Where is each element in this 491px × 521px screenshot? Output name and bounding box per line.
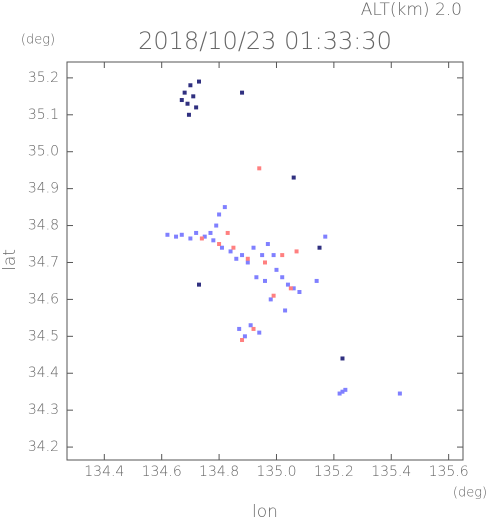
echo-point [265,242,270,247]
y-tick-label: 35.1 [28,107,59,123]
echo-point [263,278,267,283]
echo-point [179,98,184,103]
echo-point [245,256,250,261]
x-tick-label: 134.4 [84,464,124,480]
echo-point [283,308,288,313]
echo-point [274,267,279,272]
echo-point [197,282,201,287]
y-tick-label: 34.2 [28,439,59,455]
echo-point [186,112,191,117]
y-tick-label: 34.4 [28,365,59,381]
y-tick-label: 34.5 [28,328,59,344]
echo-point [197,79,201,84]
echo-point [217,242,222,247]
echo-point [340,389,345,394]
echo-point [340,356,345,361]
echo-point [294,249,299,254]
y-tick-label: 34.6 [28,291,59,307]
y-tick-label: 34.7 [28,254,59,270]
echo-point [237,326,242,331]
echo-point [251,245,256,250]
echo-point [297,290,302,295]
echo-point [191,94,196,99]
echo-point [288,286,293,291]
y-tick-label: 34.8 [28,218,59,234]
x-tick-label: 135.2 [314,464,354,480]
y-unit: (deg) [21,33,55,48]
echo-point [271,293,276,298]
echo-point [182,90,187,95]
y-axis-label: lat [0,249,20,271]
y-tick-label: 34.3 [28,402,59,418]
echo-point [314,278,319,283]
echo-point [194,230,199,235]
echo-point [188,83,193,88]
echo-point [343,387,348,392]
x-tick-label: 135.0 [256,464,296,480]
echo-point [211,238,216,243]
echo-point [188,236,193,241]
echo-point [291,286,296,291]
echo-point [222,205,227,210]
echo-point [254,275,259,280]
echo-point [257,166,262,171]
echo-point [199,236,204,241]
echo-point [240,90,245,95]
echo-point [202,234,207,239]
echo-point [214,223,219,228]
y-tick-label: 35.0 [28,144,59,160]
x-unit: (deg) [453,486,487,501]
echo-point [260,253,265,258]
echo-point [263,260,267,265]
echo-point [317,245,322,250]
echo-point [174,234,179,239]
echo-point [245,260,250,265]
x-axis-label: lon [252,502,278,521]
echo-point [208,230,213,235]
echo-point [251,326,256,331]
plot-frame [66,61,464,461]
echo-point [240,253,245,258]
echo-point [271,253,276,258]
echo-point [228,249,233,254]
x-tick-label: 134.8 [199,464,239,480]
y-tick-label: 35.2 [28,70,59,86]
x-tick-label: 135.6 [429,464,469,480]
echo-point [257,330,262,335]
x-tick-label: 135.4 [371,464,411,480]
chart-title: 2018/10/23 01:33:30 [138,27,392,55]
altitude-label: ALT(km) 2.0 [361,0,462,20]
y-tick-label: 34.9 [28,181,59,197]
echo-point [248,323,253,328]
echo-point [323,234,328,239]
echo-point [285,282,290,287]
echo-point [397,391,402,396]
echo-point [337,391,342,396]
echo-point [165,232,170,237]
echo-point [219,245,224,250]
echo-point [217,212,222,217]
echo-point [268,297,273,302]
echo-point [185,101,190,106]
x-tick-label: 134.6 [142,464,182,480]
echo-point [194,105,199,110]
echo-point [225,230,230,235]
echo-point [242,334,247,339]
echo-point [280,275,285,280]
echo-point [291,175,296,180]
echo-point [179,232,184,237]
echo-point [231,245,236,250]
echo-point [280,253,285,258]
echo-point [240,338,245,343]
echo-point [234,256,239,261]
